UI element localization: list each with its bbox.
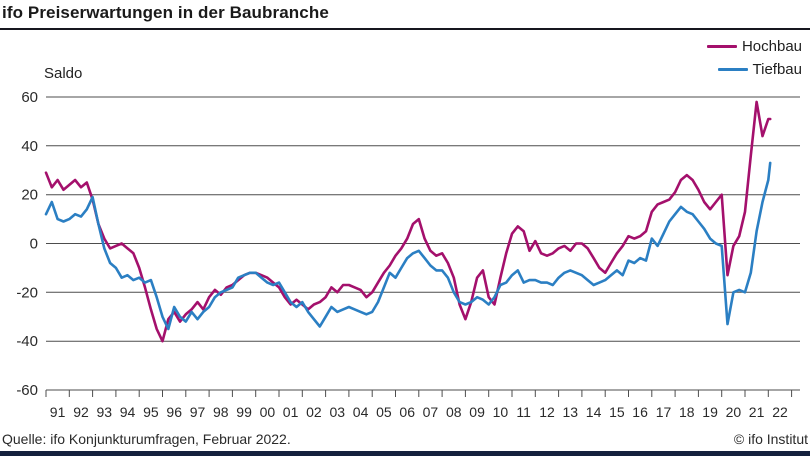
x-tick-label: 98 bbox=[213, 404, 229, 420]
x-tick-label: 13 bbox=[563, 404, 579, 420]
x-tick-label: 92 bbox=[73, 404, 89, 420]
x-tick-label: 91 bbox=[50, 404, 66, 420]
title-divider bbox=[0, 28, 810, 30]
x-tick-label: 04 bbox=[353, 404, 369, 420]
y-tick-label: 40 bbox=[21, 138, 38, 155]
copyright-note: © ifo Institut bbox=[733, 431, 808, 447]
tiefbau-line-swatch bbox=[717, 67, 748, 72]
x-tick-label: 01 bbox=[283, 404, 299, 420]
y-tick-label: -60 bbox=[16, 382, 38, 399]
x-tick-label: 95 bbox=[143, 404, 159, 420]
x-tick-label: 94 bbox=[120, 404, 136, 420]
legend-label-tiefbau: Tiefbau bbox=[752, 61, 802, 78]
x-tick-label: 12 bbox=[539, 404, 555, 420]
x-tick-label: 21 bbox=[749, 404, 765, 420]
x-tick-label: 15 bbox=[609, 404, 625, 420]
hochbau-line-swatch bbox=[706, 44, 737, 49]
x-tick-label: 96 bbox=[166, 404, 182, 420]
y-tick-label: 60 bbox=[21, 89, 38, 106]
x-tick-label: 17 bbox=[656, 404, 672, 420]
x-tick-label: 14 bbox=[586, 404, 602, 420]
x-tick-label: 93 bbox=[97, 404, 113, 420]
source-note: Quelle: ifo Konjunkturumfragen, Februar … bbox=[2, 431, 291, 447]
x-tick-label: 99 bbox=[236, 404, 252, 420]
x-tick-label: 20 bbox=[726, 404, 742, 420]
page-title: ifo Preiserwartungen in der Baubranche bbox=[2, 3, 329, 22]
legend-label-hochbau: Hochbau bbox=[741, 38, 802, 55]
x-tick-label: 11 bbox=[516, 404, 531, 420]
x-tick-label: 05 bbox=[376, 404, 392, 420]
x-tick-label: 19 bbox=[702, 404, 718, 420]
x-tick-label: 02 bbox=[306, 404, 322, 420]
y-tick-label: -40 bbox=[16, 333, 38, 350]
y-tick-label: 20 bbox=[21, 187, 38, 204]
y-axis-unit-label: Saldo bbox=[44, 65, 83, 82]
legend: Hochbau Tiefbau bbox=[706, 38, 802, 78]
x-tick-label: 09 bbox=[469, 404, 485, 420]
footer-accent-bar bbox=[0, 451, 810, 456]
x-tick-label: 03 bbox=[330, 404, 346, 420]
legend-item-hochbau: Hochbau bbox=[706, 38, 802, 55]
x-tick-label: 07 bbox=[423, 404, 439, 420]
x-tick-label: 18 bbox=[679, 404, 695, 420]
x-tick-label: 00 bbox=[260, 404, 276, 420]
series-line-hochbau bbox=[44, 100, 772, 343]
x-tick-label: 16 bbox=[632, 404, 648, 420]
series-line-tiefbau bbox=[44, 161, 772, 331]
legend-item-tiefbau: Tiefbau bbox=[707, 61, 802, 78]
x-tick-label: 10 bbox=[493, 404, 509, 420]
y-tick-label: -20 bbox=[16, 284, 38, 301]
x-tick-label: 97 bbox=[190, 404, 206, 420]
x-tick-label: 08 bbox=[446, 404, 462, 420]
y-tick-label: 0 bbox=[30, 236, 38, 253]
x-tick-label: 22 bbox=[772, 404, 788, 420]
x-tick-label: 06 bbox=[399, 404, 415, 420]
